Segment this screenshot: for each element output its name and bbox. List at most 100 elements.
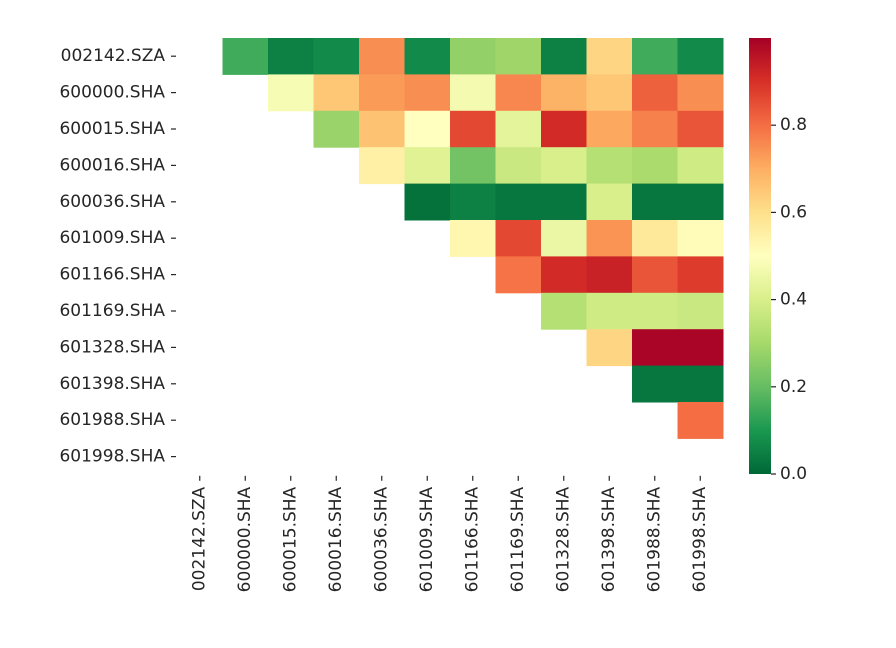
colorbar-tick-label: 0.6 [780,202,807,222]
heatmap-cell [632,292,678,330]
row-label: 601328.SHA [59,337,165,357]
heatmap-cell [450,38,496,75]
heatmap-cell [677,147,724,185]
heatmap-cell [495,183,542,221]
heatmap-cell [586,74,633,112]
row-label: 601398.SHA [59,374,165,394]
heatmap-cell [632,74,678,112]
heatmap-cell [495,256,542,294]
heatmap-cell [586,220,633,257]
column-label: 601398.SHA [599,486,619,592]
column-label: 600000.SHA [235,486,255,592]
heatmap-cell [632,256,678,294]
column-label: 601328.SHA [554,486,574,592]
heatmap-cell [313,74,360,112]
row-label: 600000.SHA [59,83,165,103]
heatmap-cell [450,220,496,257]
heatmap-cell [632,110,678,148]
heatmap-cell [495,220,542,257]
heatmap-cell [541,147,587,185]
row-label: 600036.SHA [59,192,165,212]
heatmap-cell [359,147,405,185]
heatmap-cell [359,38,405,75]
colorbar-tick-label: 0.2 [780,377,807,397]
heatmap-cell [450,110,496,148]
heatmap-cell [586,110,633,148]
heatmap-cell [677,110,724,148]
row-label: 600015.SHA [59,119,165,139]
heatmap-cell [677,183,724,221]
row-label: 601009.SHA [59,228,165,248]
column-label: 601988.SHA [645,486,665,592]
heatmap-cell [450,183,496,221]
heatmap-cell [677,220,724,257]
column-label: 600016.SHA [326,486,346,592]
heatmap-cell [404,183,451,221]
heatmap-cell [404,74,451,112]
heatmap-cell [586,183,633,221]
heatmap-cell [541,292,587,330]
heatmap-cell [586,147,633,185]
heatmap-cell [632,365,678,403]
row-label: 601988.SHA [59,410,165,430]
column-label: 601166.SHA [463,486,483,592]
heatmap-cell [450,147,496,185]
row-labels: 002142.SZA 600000.SHA 600015.SHA 600016.SHA… [59,46,176,467]
row-label: 601166.SHA [59,265,165,285]
row-label: 601998.SHA [59,447,165,467]
heatmap-cell [677,74,724,112]
heatmap-cell [586,256,633,294]
heatmap-cell [495,110,542,148]
heatmap-cell [677,402,724,439]
column-label: 600015.SHA [281,486,301,592]
colorbar: 0.0 0.2 0.4 0.6 0.8 [749,38,807,484]
heatmap-cell [632,38,678,75]
heatmap-cell [586,38,633,75]
heatmap-cell [404,147,451,185]
heatmap-cell [268,38,314,75]
heatmap-cell [359,110,405,148]
heatmap-cell [677,365,724,403]
row-label: 002142.SZA [61,46,166,66]
heatmap-cell [404,38,451,75]
heatmap-cell [541,256,587,294]
column-label: 002142.SZA [190,486,210,591]
heatmap-cell [495,74,542,112]
heatmap-cell [541,110,587,148]
column-label: 601169.SHA [508,486,528,592]
heatmap-cell [632,329,678,367]
heatmap-cell [541,183,587,221]
heatmap-cell [450,74,496,112]
heatmap-cell [359,74,405,112]
row-label: 600016.SHA [59,155,165,175]
heatmap-cell [541,74,587,112]
heatmap-cell [541,38,587,75]
heatmap-cell [313,38,360,75]
heatmap-cell [404,110,451,148]
heatmap-cell [677,329,724,367]
heatmap-cell [313,110,360,148]
heatmap-cell [632,220,678,257]
colorbar-gradient [749,38,771,474]
heatmap-cell [541,220,587,257]
heatmap-cell [632,147,678,185]
heatmap-cell [677,256,724,294]
colorbar-tick-label: 0.0 [780,464,807,484]
heatmap-cell [677,292,724,330]
column-label: 601009.SHA [417,486,437,592]
column-labels: 002142.SZA 600000.SHA 600015.SHA 600016.SHA… [190,475,710,592]
heatmap-cell [586,329,633,367]
heatmap-cell [268,74,314,112]
column-label: 601998.SHA [690,486,710,592]
heatmap-cell [495,38,542,75]
heatmap-cell [677,38,724,75]
column-label: 600036.SHA [372,486,392,592]
heatmap-cell [632,183,678,221]
heatmap-cell [495,147,542,185]
heatmap-cell [222,38,269,75]
colorbar-tick-label: 0.4 [780,290,807,310]
heatmap-cell [586,292,633,330]
heatmap-cells [222,38,724,439]
colorbar-tick-label: 0.8 [780,115,807,135]
